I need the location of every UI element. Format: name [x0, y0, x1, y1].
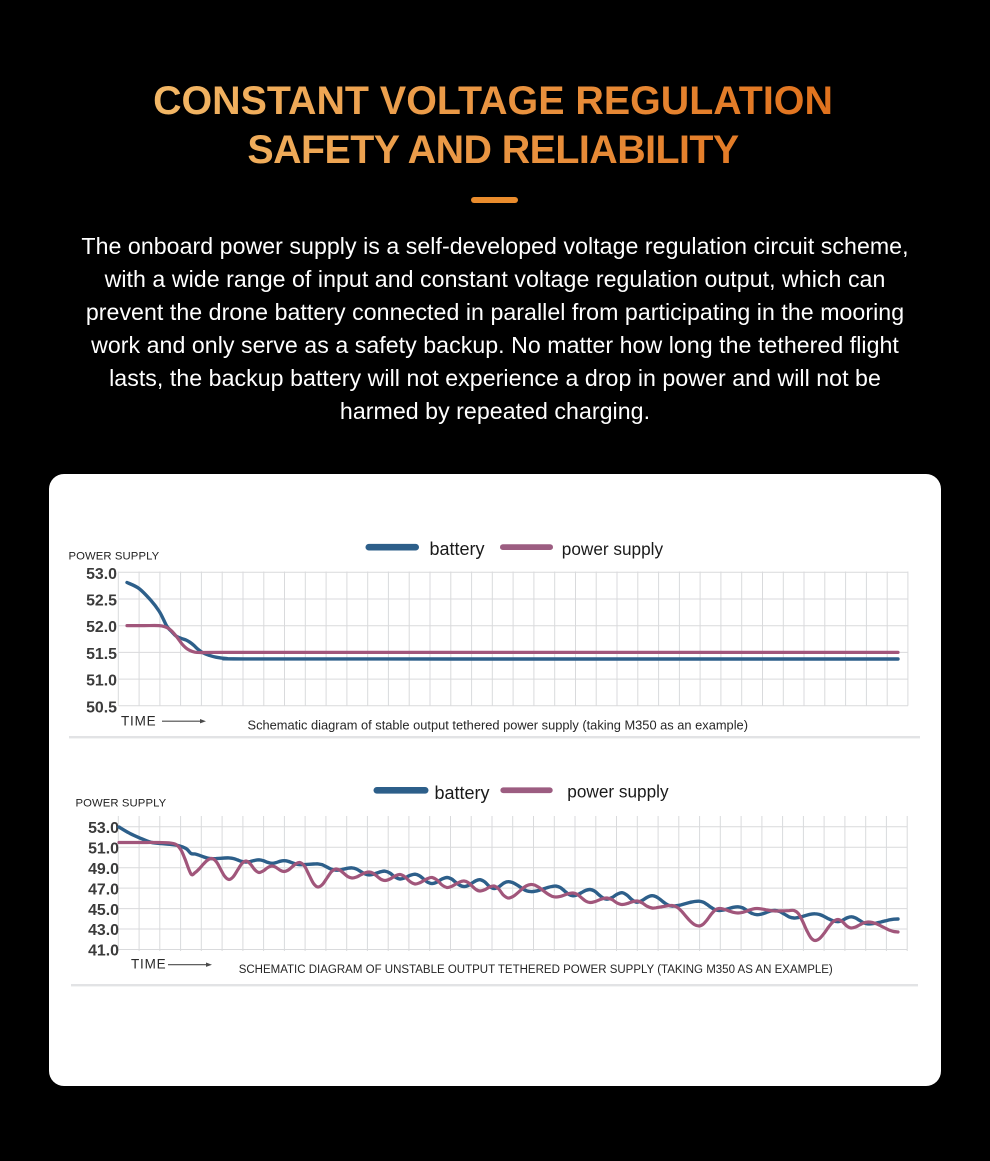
svg-text:53.0: 53.0 [86, 566, 117, 583]
svg-text:51.5: 51.5 [86, 646, 117, 663]
svg-text:POWER SUPPLY: POWER SUPPLY [76, 797, 167, 809]
svg-text:50.5: 50.5 [86, 699, 117, 716]
svg-text:battery: battery [435, 783, 490, 803]
svg-text:52.5: 52.5 [86, 593, 117, 610]
svg-text:53.0: 53.0 [88, 820, 119, 837]
svg-text:49.0: 49.0 [88, 861, 119, 878]
svg-text:51.0: 51.0 [86, 673, 117, 690]
svg-text:41.0: 41.0 [88, 943, 119, 960]
svg-text:TIME: TIME [121, 714, 156, 729]
svg-text:Schematic diagram of stable ou: Schematic diagram of stable output tethe… [248, 718, 748, 733]
svg-text:power supply: power supply [562, 539, 664, 559]
svg-text:TIME: TIME [131, 957, 166, 972]
svg-text:power supply: power supply [567, 782, 669, 802]
svg-text:52.0: 52.0 [86, 619, 117, 636]
svg-text:43.0: 43.0 [88, 922, 119, 939]
svg-text:POWER SUPPLY: POWER SUPPLY [69, 550, 160, 562]
svg-text:battery: battery [430, 539, 485, 559]
svg-text:SCHEMATIC DIAGRAM OF UNSTABLE: SCHEMATIC DIAGRAM OF UNSTABLE OUTPUT TET… [239, 964, 833, 976]
svg-text:45.0: 45.0 [88, 902, 119, 919]
svg-text:47.0: 47.0 [88, 881, 119, 898]
svg-text:51.0: 51.0 [88, 840, 119, 857]
